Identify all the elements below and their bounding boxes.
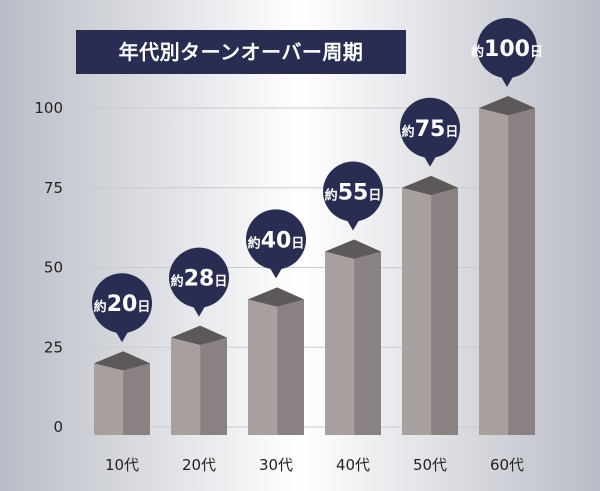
- data-label-prefix: 約: [94, 299, 107, 315]
- bar-top: [325, 239, 381, 259]
- bar-front: [248, 299, 278, 435]
- bubble-pointer: [346, 218, 360, 231]
- x-tick-label: 60代: [490, 456, 524, 474]
- bubble-pointer: [423, 154, 437, 167]
- data-label-prefix: 約: [402, 124, 415, 140]
- data-label-suffix: 日: [291, 236, 304, 251]
- data-label-prefix: 約: [471, 44, 484, 60]
- data-label-prefix: 約: [325, 188, 338, 204]
- bar: [325, 239, 381, 435]
- gridlines: [78, 107, 552, 428]
- data-label: 約100日: [471, 37, 543, 62]
- data-label-suffix: 日: [445, 125, 458, 140]
- bar-top: [94, 351, 150, 371]
- data-label-value: 40: [261, 228, 292, 253]
- data-label: 約20日: [94, 292, 151, 317]
- value-bubble: 約40日: [246, 209, 306, 279]
- bar-front: [479, 108, 509, 435]
- bar-side: [508, 108, 535, 435]
- chart-title: 年代別ターンオーバー周期: [76, 30, 406, 74]
- bubble-circle: [246, 209, 306, 270]
- bubble-circle: [169, 247, 229, 308]
- data-label-suffix: 日: [137, 300, 150, 315]
- bar-front: [94, 363, 124, 435]
- x-tick-label: 50代: [413, 456, 447, 474]
- data-label-value: 28: [184, 267, 215, 292]
- y-axis-ticks: 0 25 50 75 100: [34, 99, 63, 436]
- bar-front: [402, 187, 432, 435]
- bar-side: [277, 299, 304, 435]
- bar-side: [123, 363, 150, 435]
- value-bubble: 約20日: [92, 273, 152, 343]
- x-tick-label: 40代: [336, 456, 370, 474]
- x-tick-label: 20代: [182, 456, 216, 474]
- bubble-circle: [92, 273, 152, 334]
- value-bubble: 約100日: [471, 18, 543, 87]
- value-bubble: 約55日: [323, 161, 383, 231]
- bar-top: [248, 287, 304, 307]
- bar: [479, 96, 535, 435]
- bar: [248, 287, 304, 435]
- bar-side: [354, 251, 381, 435]
- bubble-circle: [323, 161, 383, 222]
- bubble-pointer: [269, 266, 283, 279]
- data-label: 約75日: [402, 117, 459, 142]
- bar-side: [431, 187, 458, 435]
- y-tick-label: 25: [44, 338, 63, 356]
- data-label-suffix: 日: [368, 189, 381, 204]
- data-label: 約28日: [171, 267, 228, 292]
- bar-top: [479, 96, 535, 116]
- bubble-pointer: [500, 75, 514, 87]
- bar-front: [325, 251, 355, 435]
- x-tick-label: 30代: [259, 456, 293, 474]
- data-label: 約55日: [325, 181, 382, 206]
- data-label-suffix: 日: [530, 45, 543, 60]
- bars: [94, 96, 535, 435]
- bubble-circle: [400, 97, 460, 158]
- y-tick-label: 50: [44, 259, 63, 277]
- bar: [402, 175, 458, 435]
- data-label-value: 55: [338, 181, 369, 206]
- bar-top: [402, 175, 458, 195]
- data-label-value: 20: [107, 292, 138, 317]
- y-tick-label: 100: [34, 99, 63, 117]
- bar-side: [200, 337, 227, 435]
- data-label-suffix: 日: [214, 275, 227, 290]
- data-label-prefix: 約: [171, 274, 184, 290]
- bar: [94, 351, 150, 435]
- bar: [171, 325, 227, 435]
- value-bubble: 約75日: [400, 97, 460, 167]
- data-label: 約40日: [248, 228, 305, 253]
- bubble-pointer: [192, 304, 206, 317]
- bar-top: [171, 325, 227, 345]
- data-label-prefix: 約: [248, 235, 261, 251]
- value-bubble: 約28日: [169, 247, 229, 317]
- y-tick-label: 75: [44, 179, 63, 197]
- y-tick-label: 0: [53, 418, 63, 436]
- data-label-value: 75: [415, 117, 446, 142]
- bubble-pointer: [115, 330, 129, 343]
- bubble-circle: [477, 18, 537, 78]
- x-axis-ticks: 10代 20代 30代 40代 50代 60代: [105, 456, 524, 474]
- bar-front: [171, 337, 201, 435]
- x-tick-label: 10代: [105, 456, 139, 474]
- data-label-value: 100: [484, 37, 530, 62]
